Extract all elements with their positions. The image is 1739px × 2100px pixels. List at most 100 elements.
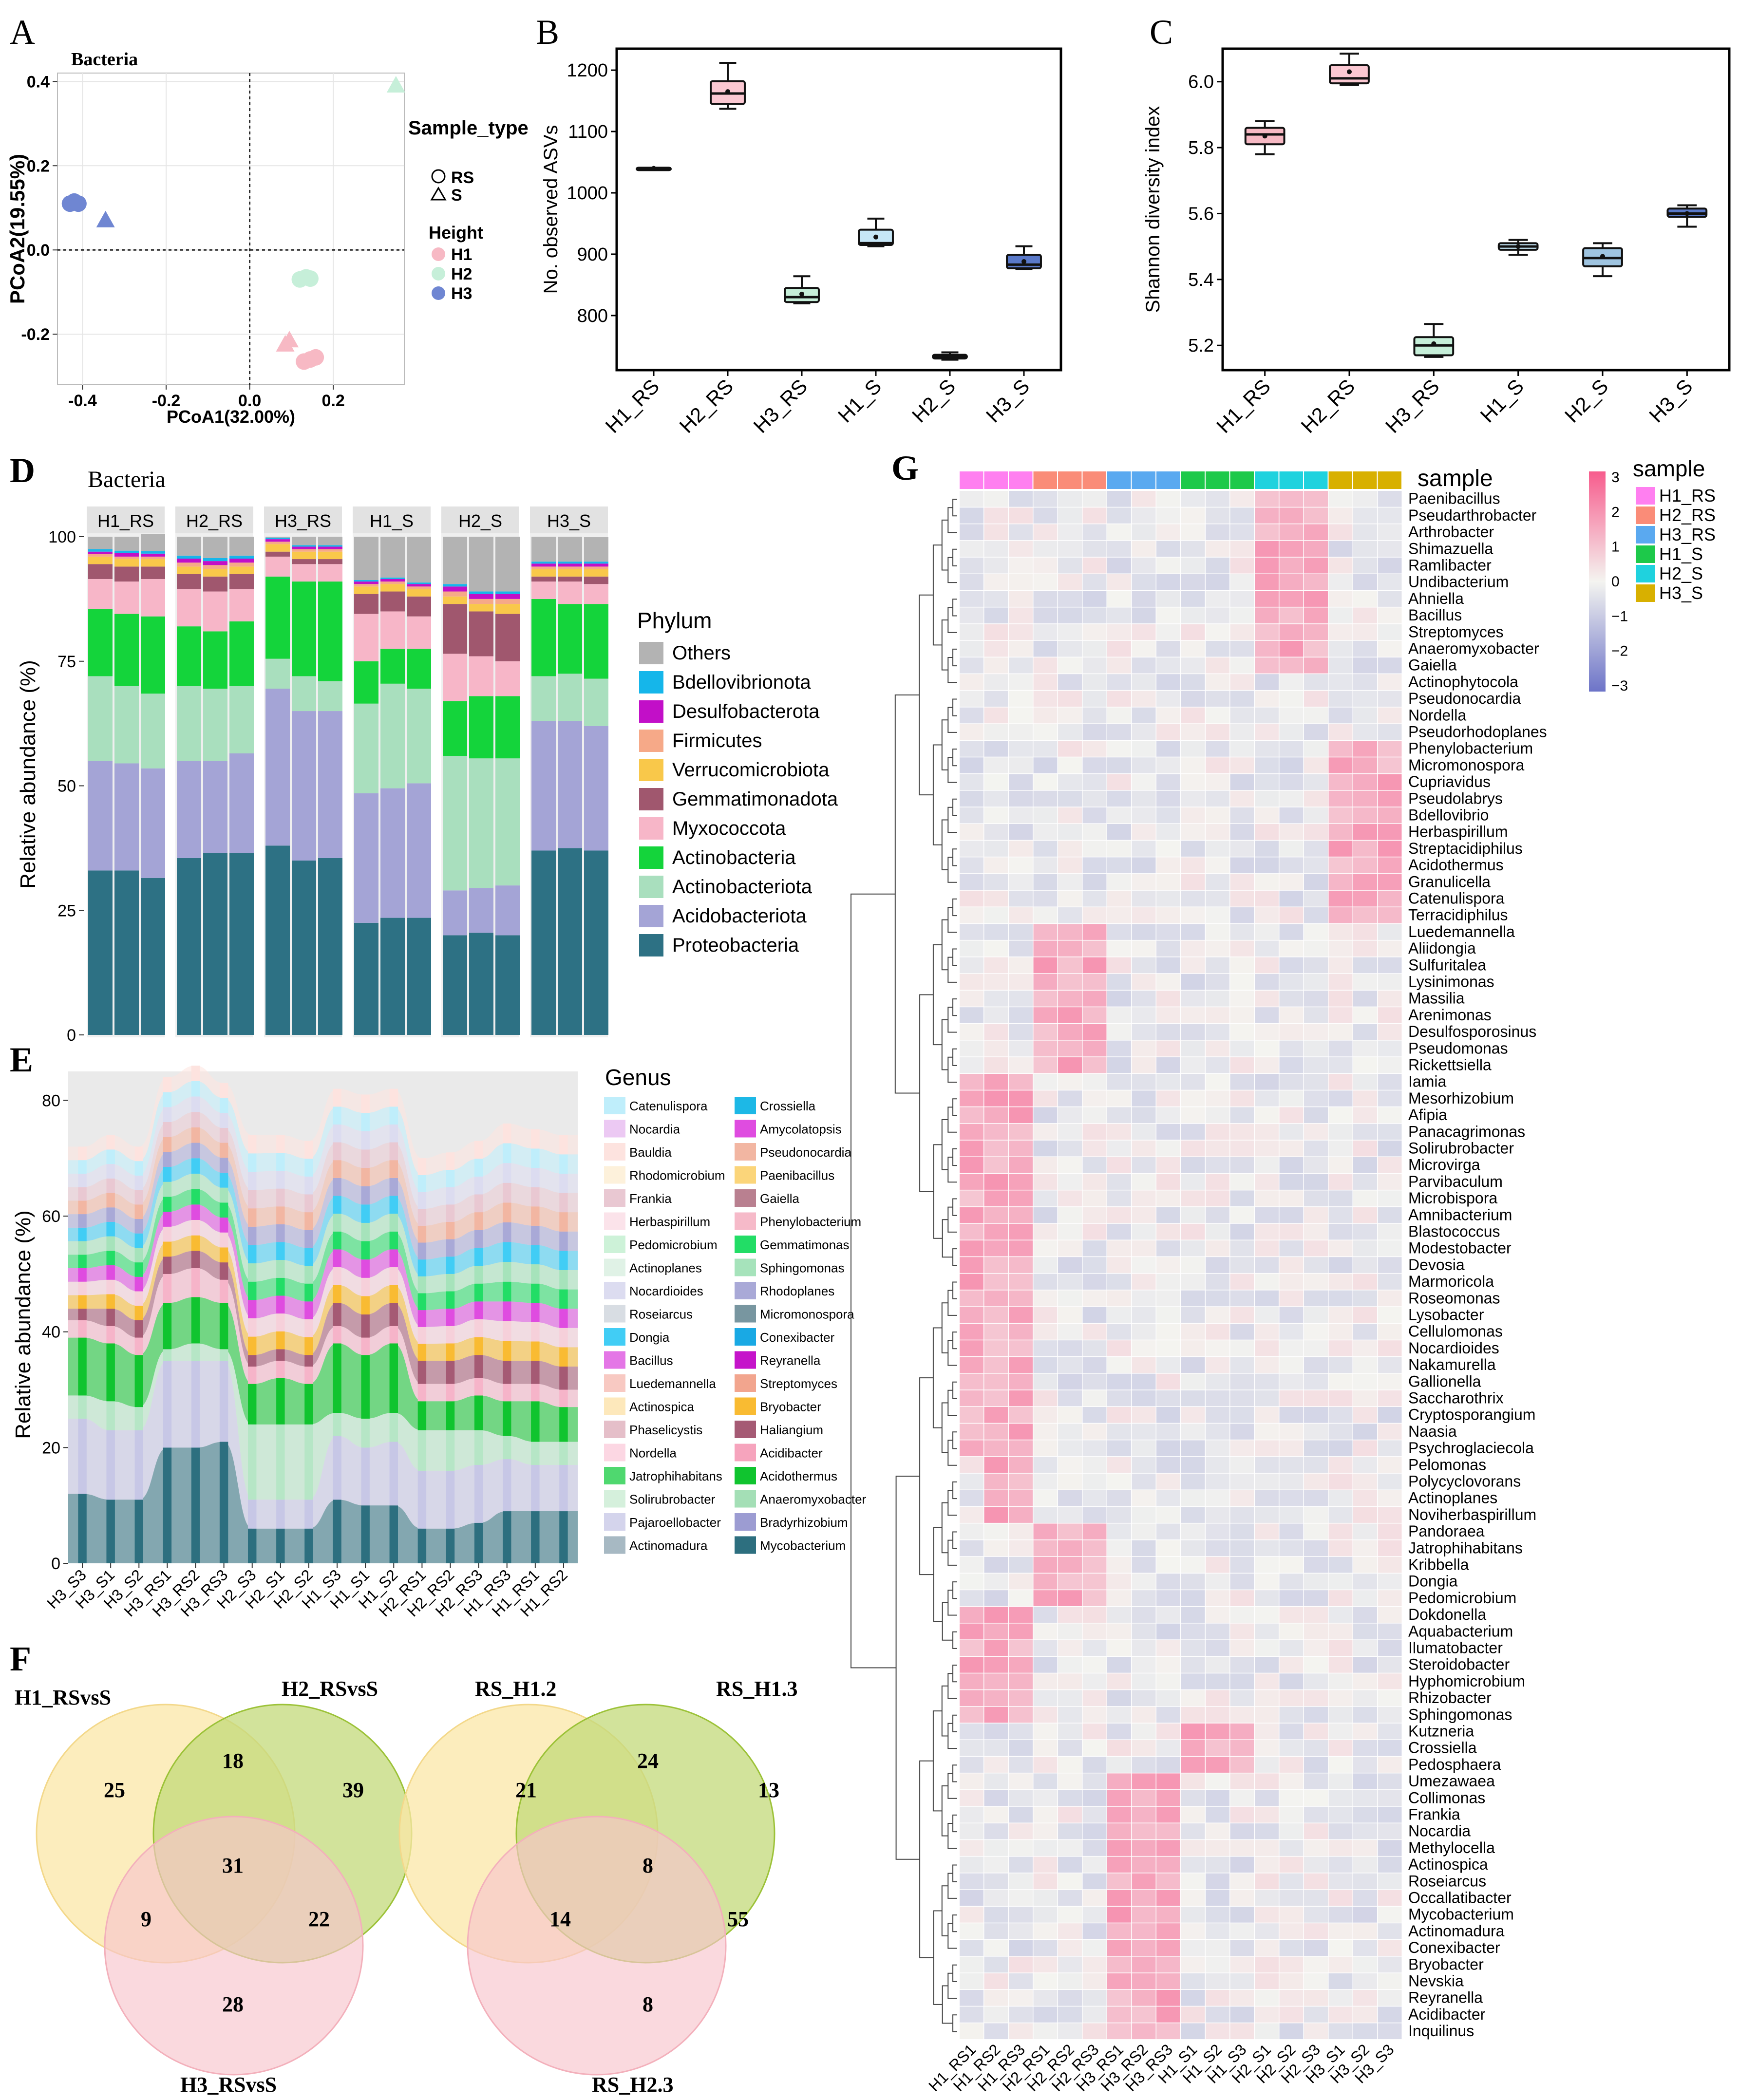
g-heat-cell	[1033, 1657, 1058, 1673]
g-heat-cell	[1304, 1057, 1328, 1073]
e-legend-label: Solirubrobacter	[629, 1492, 716, 1507]
g-heat-cell	[960, 1290, 983, 1307]
panel-d-legend-title: Phylum	[637, 608, 712, 633]
g-row-label: Mycobacterium	[1408, 1906, 1514, 1923]
g-heat-cell	[1353, 1340, 1377, 1356]
g-heat-cell	[1107, 1324, 1131, 1340]
e-legend-swatch	[604, 1444, 625, 1462]
e-bar-segment	[219, 1442, 228, 1563]
g-heat-cell	[1033, 1806, 1058, 1823]
g-heat-cell	[1206, 1940, 1229, 1956]
y-tick-label: 5.8	[1188, 138, 1214, 158]
g-heat-cell	[1132, 1407, 1156, 1423]
d-bar-segment	[203, 558, 227, 562]
g-row-label: Luedemannella	[1408, 923, 1515, 940]
g-heat-cell	[1082, 674, 1107, 690]
g-heat-cell	[1009, 1757, 1033, 1773]
e-bar-segment	[333, 1267, 341, 1285]
g-heat-cell	[1304, 1856, 1328, 1873]
g-row-label: Saccharothrix	[1408, 1389, 1504, 1406]
g-dendrogram-branch	[941, 519, 948, 571]
g-heat-cell	[1058, 1240, 1082, 1256]
g-heat-cell	[1206, 1074, 1229, 1090]
g-heat-cell	[984, 1090, 1008, 1106]
g-heat-cell	[984, 1890, 1008, 1906]
d-bar-segment	[354, 793, 378, 923]
g-dendrogram-branch	[952, 1381, 957, 1399]
g-heat-cell	[1107, 1607, 1131, 1623]
g-heat-cell	[1058, 624, 1082, 640]
g-heat-cell	[1156, 1424, 1180, 1440]
e-bar-segment	[559, 1270, 568, 1290]
g-heat-cell	[960, 541, 983, 557]
g-heat-cell	[1304, 1757, 1328, 1773]
g-heat-cell	[1058, 1890, 1082, 1906]
e-bar-segment	[333, 1178, 341, 1196]
g-heat-cell	[1353, 1324, 1377, 1340]
e-bar-segment	[134, 1276, 143, 1292]
g-heat-cell	[1058, 1840, 1082, 1856]
g-heat-cell	[1328, 724, 1353, 740]
g-heat-cell	[1156, 1207, 1180, 1223]
g-heat-cell	[1082, 1373, 1107, 1390]
e-legend-label: Bradyrhizobium	[760, 1515, 848, 1530]
e-bar-segment	[474, 1230, 483, 1248]
e-bar-segment	[134, 1190, 143, 1205]
g-heat-cell	[1328, 607, 1353, 624]
g-dendrogram-branch	[851, 893, 896, 1669]
legend-h3-dot	[432, 286, 445, 300]
d-bar-segment	[177, 626, 201, 686]
e-bar-segment	[276, 1170, 285, 1189]
e-bar-segment	[361, 1113, 370, 1131]
g-heat-cell	[1181, 1673, 1205, 1689]
g-heat-cell	[1328, 691, 1353, 707]
g-heat-cell	[1181, 1790, 1205, 1806]
g-heat-cell	[1378, 1390, 1402, 1406]
g-heat-cell	[1230, 1473, 1254, 1490]
g-heat-cell	[1206, 1107, 1229, 1124]
g-row-label: Lysobacter	[1408, 1306, 1484, 1323]
e-bar-segment	[219, 1202, 228, 1218]
g-heat-cell	[1058, 2006, 1082, 2023]
g-heat-cell	[1107, 1590, 1131, 1606]
g-heat-cell	[1378, 507, 1402, 524]
g-heat-cell	[1132, 1590, 1156, 1606]
g-heat-cell	[1230, 1107, 1254, 1124]
g-heat-cell	[1082, 857, 1107, 874]
g-heat-cell	[1230, 691, 1254, 707]
g-heat-cell	[960, 1090, 983, 1106]
g-heat-cell	[1082, 1806, 1107, 1823]
g-heat-cell	[1206, 1140, 1229, 1157]
g-heat-cell	[1009, 1523, 1033, 1540]
e-bar-segment	[559, 1367, 568, 1390]
d-group-strip	[264, 506, 342, 533]
e-legend-label: Bauldia	[629, 1145, 672, 1160]
g-heat-cell	[1009, 607, 1033, 624]
g-heat-cell	[1082, 541, 1107, 557]
g-heat-cell	[1181, 1556, 1205, 1573]
g-heat-cell	[960, 1390, 983, 1406]
g-heat-cell	[1181, 1107, 1205, 1124]
g-heat-cell	[1206, 707, 1229, 724]
g-heat-cell	[960, 1490, 983, 1506]
e-bar-segment	[417, 1276, 427, 1294]
g-heat-cell	[1107, 874, 1131, 890]
e-legend-label: Streptomyces	[760, 1376, 837, 1391]
g-row-label: Nocardia	[1408, 1822, 1471, 1840]
g-heat-cell	[1009, 1840, 1033, 1856]
d-bar-segment	[584, 678, 608, 726]
d-bar-segment	[265, 658, 290, 689]
g-heat-cell	[1132, 1790, 1156, 1806]
x-tick-label: H2_RS	[1296, 375, 1359, 437]
g-heat-cell	[984, 1757, 1008, 1773]
g-heat-cell	[1279, 591, 1304, 607]
g-heat-cell	[1132, 1657, 1156, 1673]
e-bar-segment	[531, 1341, 540, 1361]
g-heat-cell	[1328, 1890, 1353, 1906]
g-heat-cell	[1279, 607, 1304, 624]
g-heat-cell	[1279, 1907, 1304, 1923]
g-heat-cell	[1279, 1140, 1304, 1157]
g-heat-cell	[1255, 957, 1279, 974]
g-heat-cell	[1082, 1940, 1107, 1956]
g-row-label: Lysinimonas	[1408, 973, 1494, 990]
